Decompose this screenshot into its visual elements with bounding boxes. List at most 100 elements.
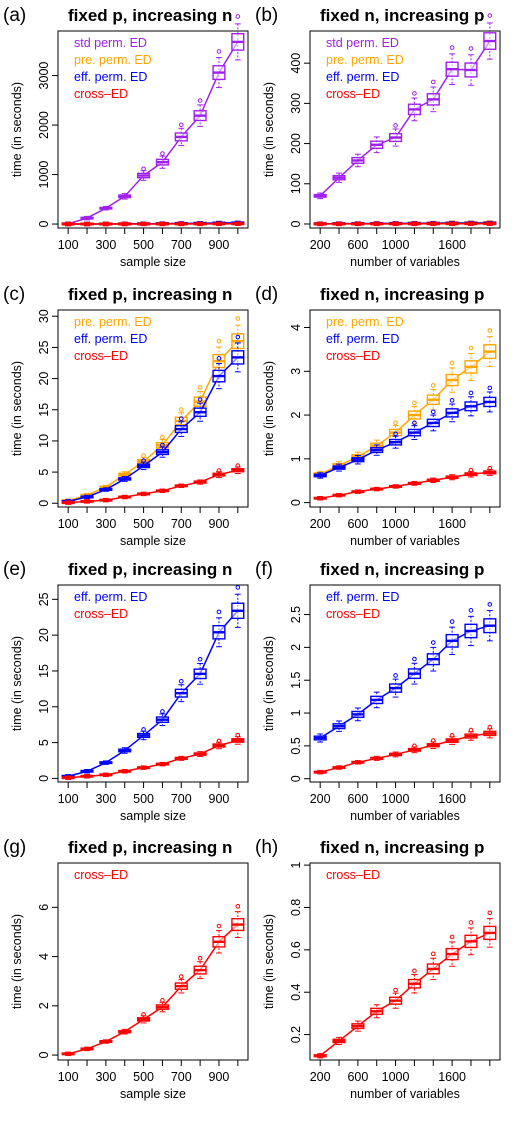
plot-frame	[57, 584, 249, 783]
outlier-point	[141, 458, 146, 463]
x-tick-label: 700	[171, 792, 192, 806]
outlier-point	[216, 356, 222, 361]
outlier-point	[393, 431, 398, 437]
x-tick-label: 100	[58, 517, 79, 531]
panel-tag: (c)	[3, 284, 25, 305]
y-axis-label: time (in seconds)	[10, 361, 24, 456]
plot-frame	[309, 584, 501, 783]
x-tick-label: 200	[310, 792, 331, 806]
legend-entry: eff. perm. ED	[326, 590, 399, 604]
y-tick-label: 3000	[37, 62, 51, 90]
panel-a: (a) fixed p, increasing n 100 300 500 700 900 s…	[3, 5, 249, 269]
x-tick-label: 700	[171, 238, 192, 252]
series-line	[68, 739, 239, 779]
panel-tag: (g)	[3, 837, 26, 858]
legend-entry: cross–ED	[326, 349, 380, 363]
legend-entry: eff. perm. ED	[326, 70, 399, 84]
chart-title: fixed p, increasing n	[68, 285, 232, 304]
outlier-point	[430, 79, 436, 85]
x-tick-label: 600	[347, 238, 368, 252]
x-axis-label: sample size	[120, 534, 186, 548]
outlier-point	[178, 122, 184, 128]
legend-entry: std perm. ED	[74, 36, 147, 50]
outlier-point	[449, 733, 455, 738]
outlier-point	[235, 14, 241, 19]
x-tick-label: 200	[310, 1070, 331, 1084]
x-tick-label: 600	[347, 517, 368, 531]
outlier-point	[235, 316, 241, 321]
outlier-point	[197, 656, 203, 662]
y-tick-label: 300	[289, 93, 303, 114]
x-tick-label: 1000	[382, 1070, 410, 1084]
outlier-point	[449, 934, 455, 940]
outlier-point	[468, 390, 474, 396]
outlier-point	[178, 678, 184, 684]
x-tick-label: 100	[58, 792, 79, 806]
outlier-point	[487, 602, 493, 607]
chart-title: fixed n, increasing p	[320, 6, 484, 25]
x-tick-label: 500	[133, 1070, 154, 1084]
chart-title: fixed p, increasing n	[68, 560, 232, 579]
legend-entry: cross–ED	[326, 87, 380, 101]
y-tick-label: 5	[37, 739, 51, 746]
panel-d: (d) fixed n, increasing p 200 600 1000 1600 nu…	[255, 284, 501, 548]
y-tick-label: 400	[289, 53, 303, 74]
y-tick-label: 0.6	[289, 941, 303, 958]
outlier-point	[468, 920, 474, 925]
legend-entry: cross–ED	[326, 607, 380, 621]
series-std-perm-ed	[61, 14, 245, 227]
series-eff-perm-ed	[313, 602, 497, 743]
outlier-point	[141, 453, 146, 458]
y-tick-label: 2.5	[289, 606, 303, 623]
panel-tag: (f)	[255, 559, 273, 580]
outlier-point	[468, 727, 474, 733]
outlier-point	[468, 608, 474, 613]
legend-entry: eff. perm. ED	[74, 70, 147, 84]
y-tick-label: 0	[289, 220, 303, 227]
x-tick-label: 300	[95, 1070, 116, 1084]
outlier-point	[160, 442, 165, 448]
series-line	[67, 610, 239, 777]
series-line	[320, 471, 490, 499]
x-axis-label: sample size	[120, 809, 186, 823]
panel-f: (f) fixed n, increasing p 200 600 1000 1600 nu…	[255, 559, 501, 823]
outlier-point	[430, 409, 436, 415]
y-tick-label: 0	[37, 221, 51, 228]
outlier-point	[197, 98, 203, 103]
series-line	[67, 41, 239, 225]
y-tick-label: 2000	[37, 111, 51, 139]
y-tick-label: 100	[289, 173, 303, 194]
outlier-point	[487, 465, 493, 471]
y-tick-label: 1	[289, 710, 303, 717]
outlier-point	[449, 45, 455, 50]
x-tick-label: 1000	[382, 238, 410, 252]
series-line	[319, 932, 491, 1057]
y-tick-label: 10	[37, 700, 51, 714]
outlier-point	[393, 123, 398, 128]
y-tick-label: 0.2	[289, 1026, 303, 1043]
outlier-point	[141, 727, 146, 732]
outlier-point	[430, 951, 436, 957]
x-tick-label: 1000	[382, 792, 410, 806]
legend-entry: cross–ED	[74, 868, 128, 882]
panel-g: (g) fixed p, increasing n 100 300 500 700 900 s…	[3, 837, 249, 1101]
outlier-point	[430, 383, 436, 388]
legend-entry: std perm. ED	[326, 36, 399, 50]
x-tick-label: 900	[209, 238, 230, 252]
outlier-point	[412, 968, 417, 974]
legend-entry: pre. perm. ED	[326, 315, 404, 329]
outlier-point	[141, 1012, 146, 1017]
plot-frame	[57, 862, 249, 1061]
series-cross-ed	[61, 732, 245, 780]
outlier-point	[487, 910, 493, 916]
plot-frame	[57, 30, 249, 229]
x-axis-label: number of variables	[350, 1087, 460, 1101]
x-axis-label: number of variables	[350, 534, 460, 548]
legend-entry: pre. perm. ED	[74, 53, 152, 67]
y-tick-label: 2	[289, 412, 303, 419]
outlier-point	[160, 151, 165, 156]
outlier-point	[449, 619, 455, 624]
outlier-point	[487, 328, 493, 333]
